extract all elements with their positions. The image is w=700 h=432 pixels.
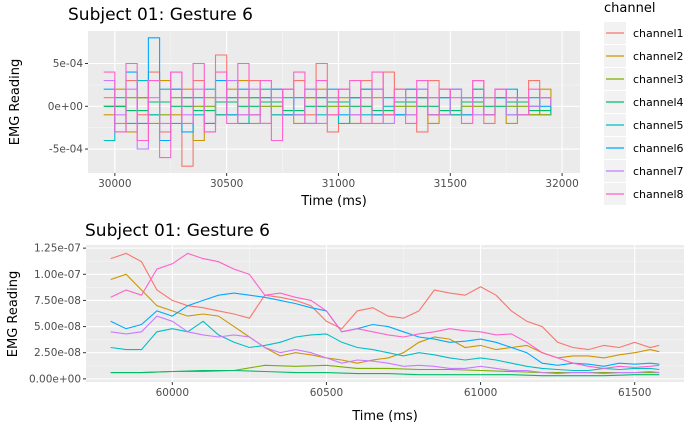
chart-1-series — [103, 37, 552, 167]
x-tick-label: 31000 — [322, 178, 355, 190]
series-line-channel7 — [110, 315, 660, 375]
legend-label-channel1: channel1 — [633, 27, 684, 40]
legend-label-channel2: channel2 — [633, 50, 684, 63]
chart-2: Subject 01: Gesture 6 60000 60500 61000 615… — [6, 221, 684, 424]
series-line-channel2 — [110, 273, 660, 364]
y-tick-label: -5e-04 — [49, 144, 83, 156]
legend-label-channel8: channel8 — [633, 188, 684, 201]
legend-label-channel6: channel6 — [633, 142, 684, 155]
y-tick-label: 1.00e-07 — [34, 269, 81, 281]
chart-2-ticks: 60000 60500 61000 61500 0.00e+00 2.50e-08 5.00… — [29, 243, 651, 399]
x-tick-label: 60500 — [310, 387, 343, 399]
series-line-channel8 — [110, 252, 660, 369]
chart-1-x-axis-title: Time (ms) — [300, 194, 367, 209]
y-tick-label: 0e+00 — [48, 101, 83, 113]
series-line-channel8 — [103, 62, 552, 159]
legend-label-channel5: channel5 — [633, 119, 684, 132]
series-line-channel1 — [110, 252, 660, 351]
x-tick-label: 30000 — [98, 178, 131, 190]
y-tick-label: 5e-04 — [53, 58, 84, 70]
legend-label-channel7: channel7 — [633, 165, 684, 178]
x-tick-label: 32000 — [545, 178, 578, 190]
y-tick-label: 7.50e-08 — [34, 295, 81, 307]
y-tick-label: 1.25e-07 — [34, 243, 81, 255]
chart-2-x-axis-title: Time (ms) — [351, 409, 418, 424]
chart-2-y-axis-title: EMG Reading — [6, 271, 21, 357]
legend-label-channel3: channel3 — [633, 73, 684, 86]
series-line-channel4 — [110, 369, 660, 377]
x-tick-label: 61000 — [464, 387, 497, 399]
x-tick-label: 30500 — [210, 178, 243, 190]
legend-items: channel1 channel2 channel3 channel4 channel5… — [604, 22, 684, 205]
chart-1: Subject 01: Gesture 6 30000 30500 31000 315… — [8, 5, 580, 209]
legend-label-channel4: channel4 — [633, 96, 684, 109]
x-tick-label: 31500 — [434, 178, 467, 190]
y-tick-label: 5.00e-08 — [34, 321, 81, 333]
y-tick-label: 2.50e-08 — [34, 347, 81, 359]
chart-2-title: Subject 01: Gesture 6 — [85, 221, 270, 241]
chart-1-ticks: 30000 30500 31000 31500 32000 -5e-04 0e+00 5e-0… — [48, 58, 579, 190]
chart-2-series — [110, 252, 660, 377]
chart-1-y-axis-title: EMG Reading — [8, 59, 23, 145]
y-tick-label: 0.00e+00 — [29, 373, 81, 385]
x-tick-label: 61500 — [618, 387, 651, 399]
chart-1-title: Subject 01: Gesture 6 — [68, 5, 253, 25]
legend-title: channel — [604, 1, 655, 16]
legend: channel channel1 channel2 channel3 channel4… — [604, 1, 684, 205]
x-tick-label: 60000 — [156, 387, 189, 399]
series-line-channel5 — [110, 320, 660, 372]
